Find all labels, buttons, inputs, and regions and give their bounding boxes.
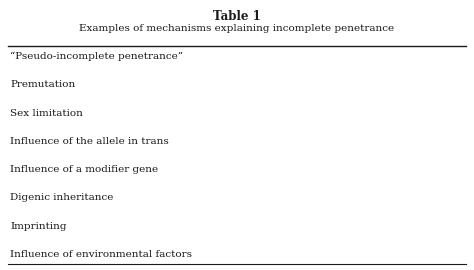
Text: Imprinting: Imprinting xyxy=(10,222,66,231)
Text: Table 1: Table 1 xyxy=(213,10,261,23)
Text: Digenic inheritance: Digenic inheritance xyxy=(10,193,113,202)
Text: Premutation: Premutation xyxy=(10,80,75,89)
Text: Influence of the allele in trans: Influence of the allele in trans xyxy=(10,137,169,146)
Text: Influence of environmental factors: Influence of environmental factors xyxy=(10,250,192,259)
Text: Examples of mechanisms explaining incomplete penetrance: Examples of mechanisms explaining incomp… xyxy=(80,24,394,33)
Text: Influence of a modifier gene: Influence of a modifier gene xyxy=(10,165,158,174)
Text: “Pseudo-incomplete penetrance”: “Pseudo-incomplete penetrance” xyxy=(10,52,183,61)
Text: Sex limitation: Sex limitation xyxy=(10,109,83,117)
